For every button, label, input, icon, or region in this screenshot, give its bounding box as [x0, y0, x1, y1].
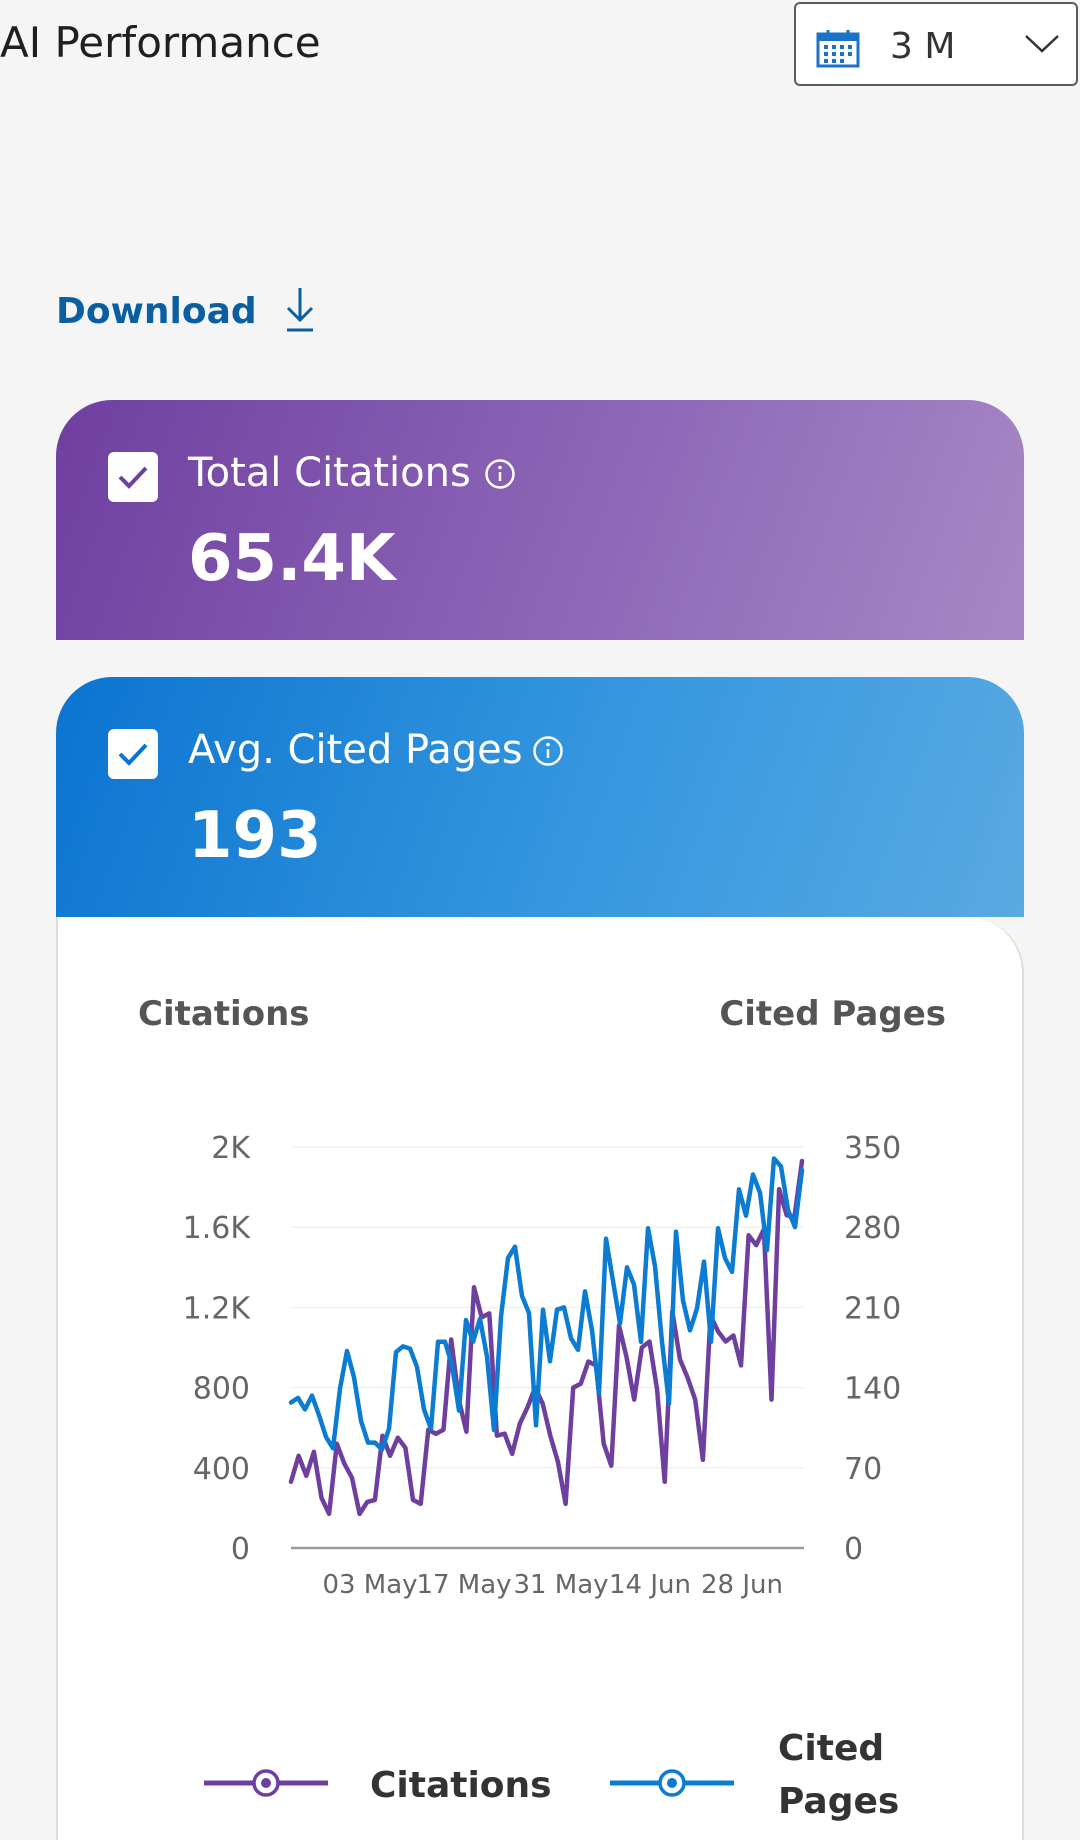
checkmark-icon [118, 466, 148, 489]
citations-legend-dot [261, 1778, 271, 1788]
x-tick-label: 31 May [513, 1570, 608, 1600]
cited-pages-legend-label: Cited [778, 1728, 884, 1769]
avg-cited-pages-card[interactable]: Avg. Cited Pages 193 [56, 677, 1024, 917]
y-right-tick-label: 280 [844, 1211, 901, 1246]
total-citations-label: Total Citations [188, 450, 471, 496]
range-label: 3 M [890, 26, 956, 67]
y-right-tick-label: 350 [844, 1131, 901, 1166]
chart-panel: Citations Cited Pages 0 0 400 70 800 140 1.2K 210… [56, 917, 1024, 1840]
y-left-tick-label: 0 [231, 1532, 250, 1567]
page-title: AI Performance [0, 18, 321, 67]
y-right-tick-label: 0 [844, 1532, 863, 1567]
y-right-tick-label: 70 [844, 1452, 882, 1487]
citations-series-line [288, 1158, 805, 1517]
calendar-icon [816, 30, 860, 72]
total-citations-value: 65.4K [188, 522, 396, 596]
info-icon[interactable] [484, 458, 516, 494]
y-left-tick-label: 2K [211, 1131, 251, 1166]
checkmark-icon [118, 743, 148, 766]
x-tick-label: 14 Jun [609, 1570, 691, 1600]
x-tick-label: 03 May [322, 1570, 417, 1600]
y-left-tick-label: 400 [193, 1452, 250, 1487]
chevron-down-icon [1024, 34, 1060, 58]
y-left-tick-label: 800 [193, 1372, 250, 1407]
y-left-tick-label: 1.2K [183, 1291, 252, 1326]
cited-pages-legend-dot [667, 1778, 677, 1788]
download-link[interactable]: Download [56, 286, 315, 336]
avg-cited-pages-value: 193 [188, 799, 322, 873]
cited-pages-legend-label: Pages [778, 1781, 899, 1822]
y-right-axis-title: Cited Pages [719, 994, 946, 1034]
avg-cited-pages-label: Avg. Cited Pages [188, 727, 523, 773]
download-icon [285, 286, 315, 336]
date-range-dropdown[interactable]: 3 M [794, 2, 1078, 86]
download-label: Download [56, 290, 257, 332]
y-left-tick-label: 1.6K [183, 1211, 252, 1246]
y-right-tick-label: 140 [844, 1372, 901, 1407]
line-chart: Citations Cited Pages 0 0 400 70 800 140 1.2K 210… [138, 994, 946, 1822]
x-tick-label: 17 May [416, 1570, 511, 1600]
y-right-tick-label: 210 [844, 1291, 901, 1326]
info-icon[interactable] [532, 735, 564, 771]
citations-legend-label: Citations [370, 1765, 552, 1806]
y-left-axis-title: Citations [138, 994, 310, 1034]
total-citations-checkbox[interactable] [108, 452, 158, 502]
x-tick-label: 28 Jun [701, 1570, 783, 1600]
total-citations-card[interactable]: Total Citations 65.4K [56, 400, 1024, 640]
avg-cited-pages-checkbox[interactable] [108, 729, 158, 779]
cited-pages-series-line [288, 1156, 805, 1452]
